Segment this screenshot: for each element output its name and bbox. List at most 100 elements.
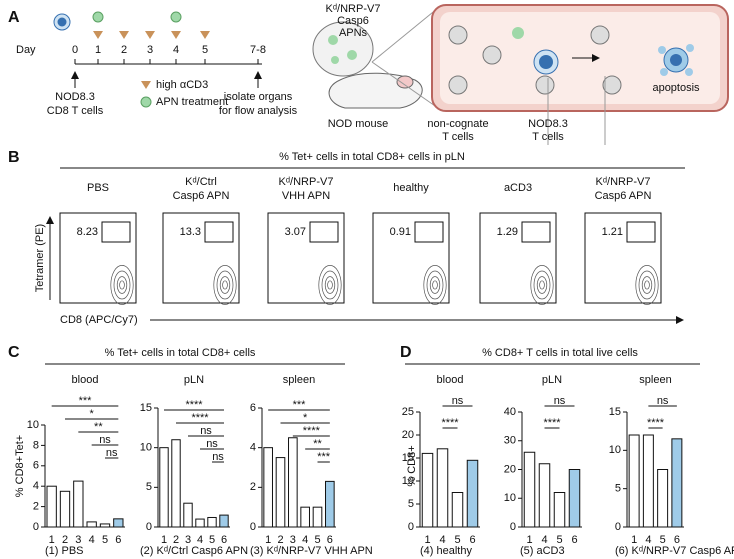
day-number: 4: [173, 44, 179, 56]
significance-label: ****: [185, 399, 203, 411]
panel-letter: B: [8, 149, 20, 166]
bar: [113, 518, 124, 528]
treatment-triangle: [145, 31, 155, 39]
y-tick-label: 30: [504, 435, 516, 447]
significance-label: ns: [200, 425, 212, 437]
legend-text: high αCD3: [156, 79, 208, 91]
bar: [207, 516, 217, 528]
y-tick-label: 10: [609, 444, 621, 456]
y-tick-label: 15: [402, 452, 414, 464]
plot-label: Casp6 APN: [173, 190, 230, 202]
treatment-triangle: [171, 31, 181, 39]
y-tick-label: 5: [408, 498, 414, 510]
x-tick-label: 5: [454, 534, 460, 546]
x-tick-label: 1: [161, 534, 167, 546]
y-tick-label: 6: [250, 402, 256, 414]
y-tick-label: 2: [250, 481, 256, 493]
x-tick-label: 4: [541, 534, 547, 546]
bar: [300, 506, 310, 528]
contour: [318, 265, 342, 305]
chart-title: spleen: [283, 374, 315, 386]
gate: [521, 221, 551, 243]
x-tick-label: 6: [674, 534, 680, 546]
significance-label: ns: [99, 434, 111, 446]
bar: [421, 452, 434, 528]
y-tick-label: 0: [615, 521, 621, 533]
significance-label: **: [94, 421, 103, 433]
plot-label: Kᵈ/NRP-V7: [596, 176, 651, 188]
flow-plot-frame: [372, 212, 450, 304]
y-tick-label: 0: [408, 521, 414, 533]
day-label: Day: [16, 44, 36, 56]
x-tick-label: 1: [631, 534, 637, 546]
plot-label: Casp6 APN: [595, 190, 652, 202]
y-tick-label: 10: [504, 492, 516, 504]
significance-label: ***: [317, 451, 331, 463]
legend-text: (6) Kᵈ/NRP-V7 Casp6 APN: [615, 545, 734, 557]
apoptosis-label: apoptosis: [652, 82, 700, 94]
x-tick-label: 6: [115, 534, 121, 546]
x-tick-label: 6: [469, 534, 475, 546]
treatment-triangle: [200, 31, 210, 39]
gate-percent: 1.21: [602, 226, 623, 238]
contour: [113, 270, 131, 300]
x-tick-label: 2: [173, 534, 179, 546]
contour: [423, 265, 447, 305]
x-tick-label: 3: [185, 534, 191, 546]
contour: [533, 270, 551, 300]
chart-title: pLN: [542, 374, 562, 386]
x-tick-label: 3: [75, 534, 81, 546]
flow-plot-frame: [584, 212, 662, 304]
bar: [671, 438, 683, 528]
contour: [644, 280, 650, 290]
gate-percent: 0.91: [390, 226, 411, 238]
day-number: 5: [202, 44, 208, 56]
y-tick-label: 10: [140, 442, 152, 454]
bar: [312, 506, 323, 528]
contour: [539, 280, 545, 290]
day-number: 0: [72, 44, 78, 56]
x-tick-label: 4: [645, 534, 651, 546]
x-axis-label: CD8 (APC/Cy7): [60, 314, 138, 326]
contour: [638, 270, 656, 300]
significance-label: ns: [554, 395, 566, 407]
treatment-triangle: [93, 31, 103, 39]
significance-label: ****: [543, 417, 561, 429]
bar: [159, 447, 169, 528]
treatment-triangle: [119, 31, 129, 39]
end-text: for flow analysis: [219, 105, 298, 117]
bar: [59, 490, 71, 528]
significance-label: ***: [79, 395, 93, 407]
legend-text: (4) healthy: [420, 545, 472, 557]
legend-text: (3) Kᵈ/NRP-V7 VHH APN: [250, 545, 373, 557]
bar: [436, 448, 449, 528]
bar: [86, 521, 97, 528]
day-number: 1: [95, 44, 101, 56]
y-tick-label: 4: [250, 442, 256, 454]
significance-label: ****: [441, 417, 459, 429]
contour: [219, 276, 231, 294]
panel-title: % Tet+ cells in total CD8+ cells: [105, 347, 256, 359]
x-tick-label: 6: [327, 534, 333, 546]
contour: [324, 276, 336, 294]
significance-label: ns: [206, 438, 218, 450]
significance-label: *: [303, 412, 308, 424]
day-number: 3: [147, 44, 153, 56]
contour: [530, 265, 554, 305]
contour: [216, 270, 234, 300]
x-tick-label: 1: [265, 534, 271, 546]
bar: [183, 502, 193, 528]
contour: [119, 280, 125, 290]
x-tick-label: 5: [209, 534, 215, 546]
chart-title: blood: [437, 374, 464, 386]
y-tick-label: 0: [510, 521, 516, 533]
plot-label: PBS: [87, 182, 109, 194]
significance-label: ns: [657, 395, 669, 407]
bar: [46, 485, 57, 528]
bar: [523, 451, 536, 528]
panel-title: % CD8+ T cells in total live cells: [482, 347, 638, 359]
panel-a-art: [53, 4, 729, 145]
gate: [101, 221, 131, 243]
